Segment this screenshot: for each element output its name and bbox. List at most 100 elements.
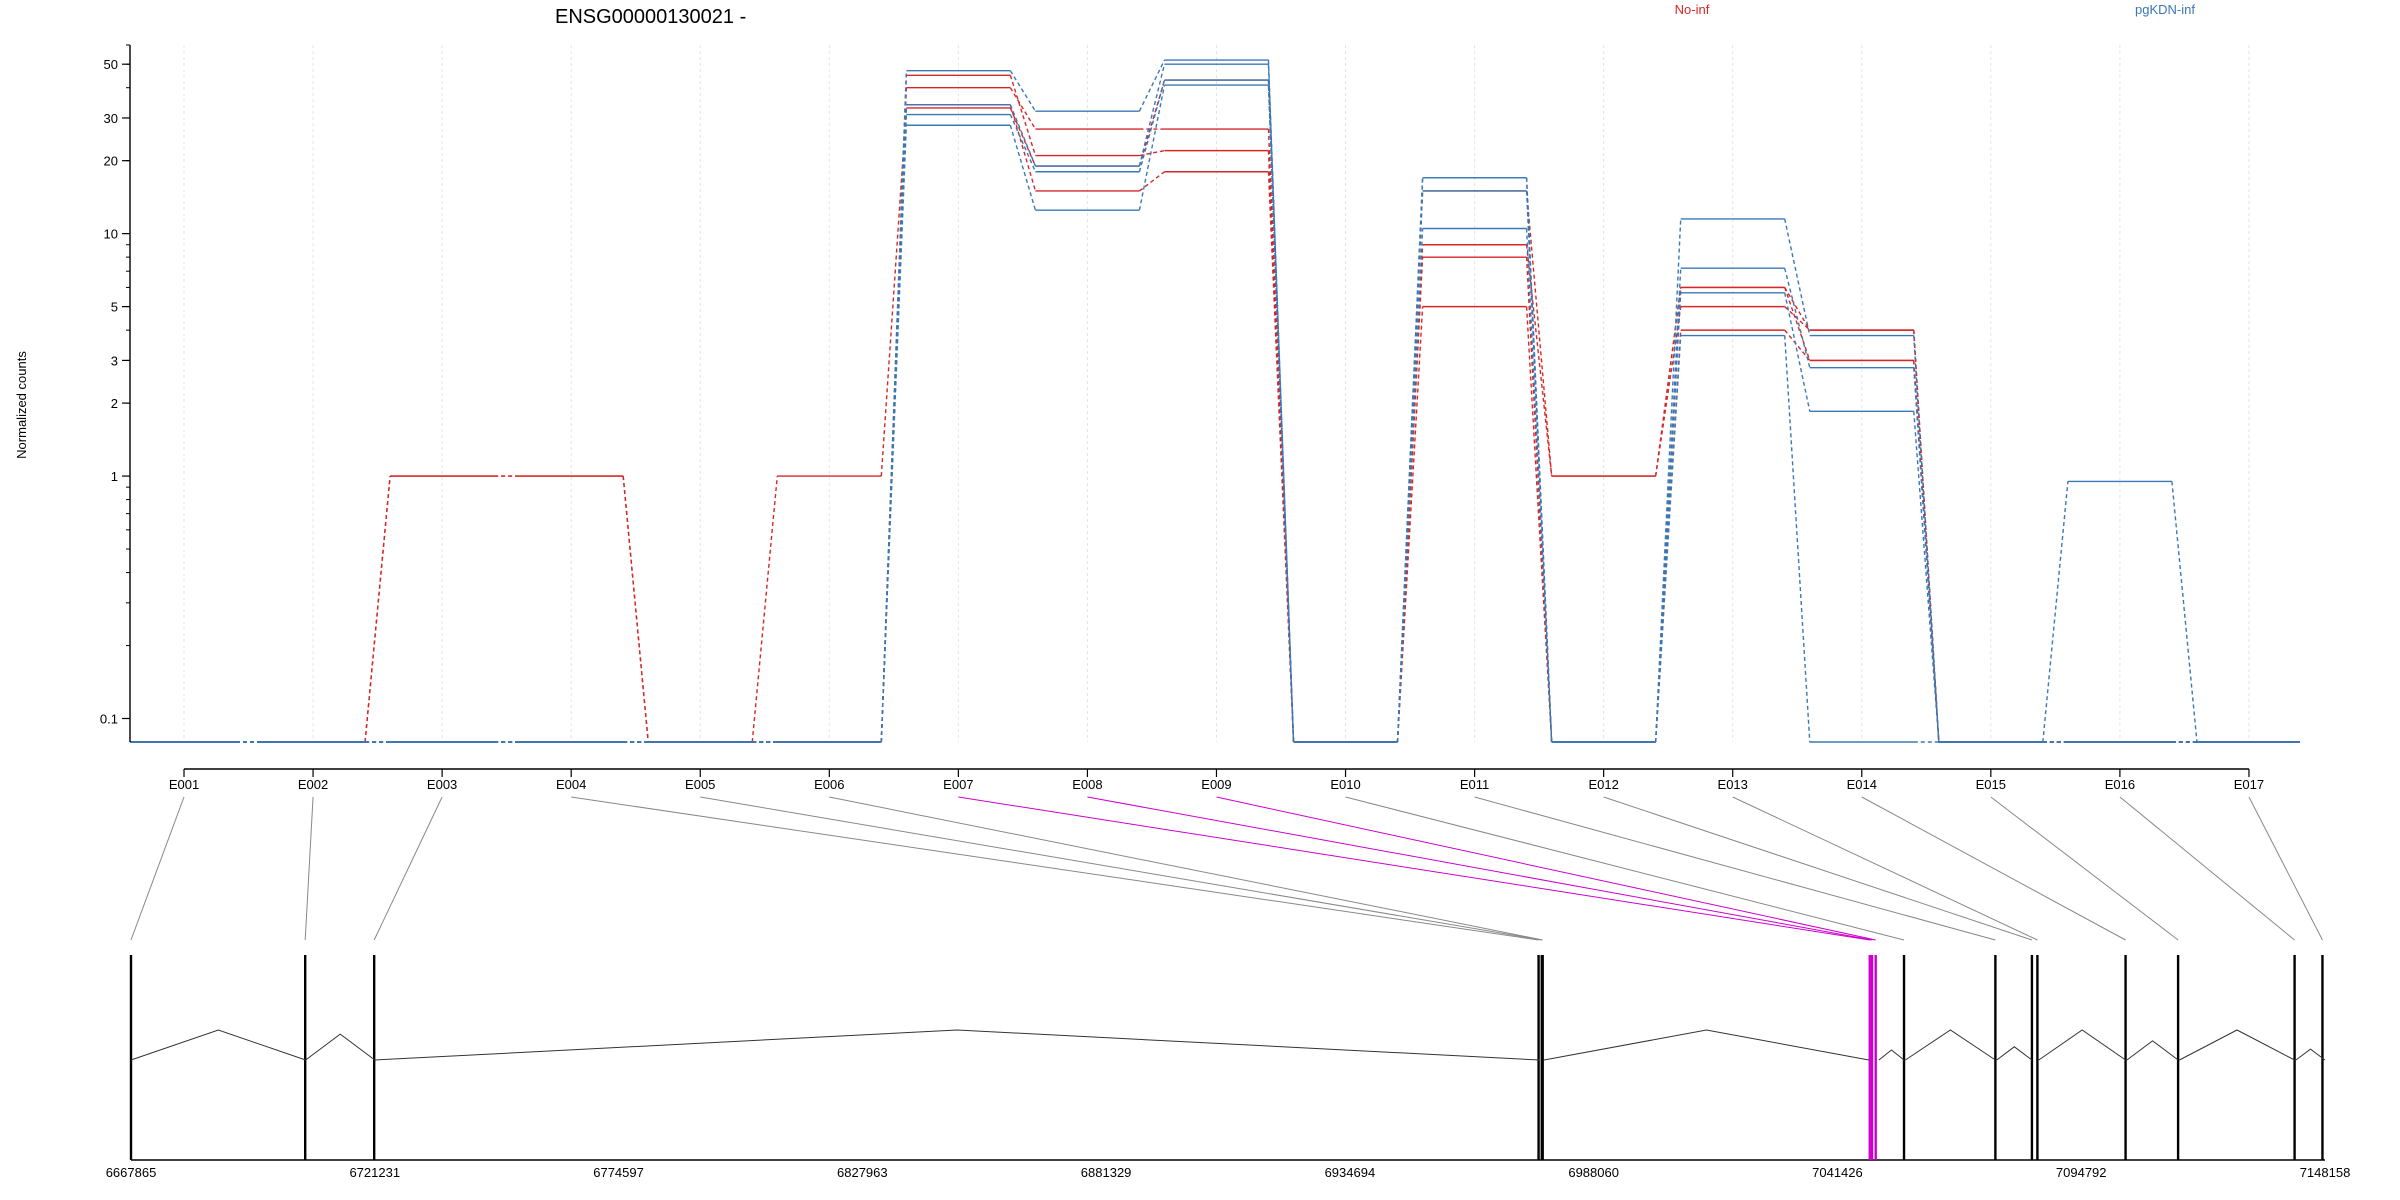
intron-junction — [2179, 1029, 2295, 1061]
series-connector — [1009, 70, 1037, 112]
series-connector — [1009, 114, 1037, 173]
exon-bar-e009 — [1874, 955, 1877, 1160]
gene-model-track: 6667865 6721231 6774597 6827963 6881329 69346… — [106, 955, 2351, 1180]
series-connector — [1784, 335, 1811, 743]
series-connector — [1139, 149, 1165, 157]
series-pgkdn-inf-7 — [130, 84, 2300, 743]
chart-title: ENSG00000130021 - — [555, 6, 746, 28]
x-tick-label-e006: E006 — [814, 777, 844, 792]
coordinate-tick-label: 6774597 — [593, 1165, 644, 1180]
series-connector — [880, 125, 908, 743]
series-connector — [1525, 228, 1553, 743]
connector-e016 — [2119, 796, 2295, 941]
series-connector — [1525, 306, 1553, 743]
series-connector — [1396, 190, 1424, 743]
coordinate-tick-label: 6988060 — [1568, 1165, 1619, 1180]
x-tick-label-e008: E008 — [1072, 777, 1102, 792]
series-connector — [1913, 335, 1940, 743]
coordinate-tick-label: 6827963 — [837, 1165, 888, 1180]
y-tick-label: 10 — [104, 227, 118, 242]
coordinate-tick-label: 7041426 — [1812, 1165, 1863, 1180]
y-tick-label: 50 — [104, 57, 118, 72]
x-tick-label-e007: E007 — [943, 777, 973, 792]
exon-bar-e003 — [372, 955, 376, 1160]
series-connector — [1009, 87, 1037, 130]
connector-e008 — [1087, 796, 1873, 941]
x-tick-label-e015: E015 — [1976, 777, 2006, 792]
connector-e001 — [130, 796, 185, 941]
exon-bar-e001 — [129, 955, 133, 1160]
series-connector — [2171, 481, 2198, 743]
y-tick-label: 0.1 — [100, 712, 118, 727]
series-connector — [1654, 335, 1682, 743]
series-no-inf-0 — [130, 79, 2300, 743]
x-tick-label-e011: E011 — [1460, 777, 1489, 792]
series-connector — [1267, 80, 1295, 743]
coordinate-tick-label: 6881329 — [1081, 1165, 1132, 1180]
coordinate-tick-label: 6667865 — [106, 1165, 157, 1180]
x-tick-label-e002: E002 — [298, 777, 328, 792]
connector-e014 — [1861, 796, 2126, 941]
x-tick-label-e017: E017 — [2234, 777, 2264, 792]
exon-bar-e011 — [1994, 955, 1997, 1160]
x-tick-label-e016: E016 — [2105, 777, 2135, 792]
connector-e011 — [1474, 796, 1996, 941]
x-tick-label-e009: E009 — [1201, 777, 1231, 792]
series-connector — [1138, 59, 1166, 112]
connector-e012 — [1603, 796, 2033, 941]
exon-bar-e007 — [1868, 955, 1871, 1160]
y-tick-label: 3 — [111, 353, 118, 368]
intron-junction — [374, 1029, 1540, 1061]
intron-junction — [1878, 1049, 1905, 1061]
intron-junction — [2038, 1029, 2126, 1061]
exon-bar-e004 — [1537, 955, 1540, 1160]
connector-e010 — [1345, 796, 1905, 941]
intron-junction — [305, 1033, 376, 1061]
exon-bar-e015 — [2176, 955, 2180, 1160]
series-connector — [1138, 64, 1166, 167]
x-tick-label-e004: E004 — [556, 777, 586, 792]
series-pgkdn-inf-6 — [130, 79, 2300, 743]
y-axis-label: Normalized counts — [14, 351, 29, 459]
series-pgkdn-inf-5 — [130, 63, 2300, 743]
plot-axes: 0.1 1 2 3 5 10 20 30 50 E001 E002 E003 E004 E005 E006 E… — [100, 44, 2264, 792]
x-tick-label-e012: E012 — [1588, 777, 1618, 792]
series-connector — [1138, 171, 1165, 192]
connector-e002 — [304, 796, 314, 941]
intron-junction — [1543, 1029, 1869, 1061]
series-connector — [364, 476, 391, 743]
x-tick-label-e013: E013 — [1718, 777, 1748, 792]
y-tick-label: 1 — [111, 469, 118, 484]
connector-e006 — [829, 796, 1543, 941]
series-connector — [1009, 125, 1037, 211]
intron-junction — [130, 1029, 306, 1061]
series-connector — [1525, 257, 1553, 743]
exon-bar-e010 — [1902, 955, 1906, 1160]
series-connector — [1525, 244, 1553, 477]
series-connector — [751, 476, 778, 743]
exon-bar-e012 — [2030, 955, 2034, 1160]
legend-no-inf: No-inf — [1675, 2, 1710, 17]
exon-bar-e014 — [2124, 955, 2127, 1160]
legend-pgkdn-inf: pgKDN-inf — [2135, 2, 2195, 17]
y-tick-label: 5 — [111, 300, 118, 315]
series-connector — [1525, 190, 1553, 743]
coordinate-tick-label: 7148158 — [2300, 1165, 2351, 1180]
exon-bar-e008 — [1870, 955, 1874, 1160]
series-connector — [1138, 84, 1166, 211]
connector-e004 — [571, 796, 1539, 941]
series-connector — [1654, 292, 1682, 743]
y-tick-label: 20 — [104, 154, 118, 169]
x-tick-label-e010: E010 — [1330, 777, 1360, 792]
connector-e007 — [958, 796, 1870, 941]
series-connector — [1009, 107, 1037, 167]
series-connector — [1784, 268, 1811, 368]
series-pgkdn-inf-4 — [130, 59, 2300, 743]
series-connector — [1784, 329, 1811, 361]
series-connector — [880, 107, 908, 477]
coordinate-tick-label: 7094792 — [2056, 1165, 2107, 1180]
series-connector — [1009, 104, 1037, 192]
series-connector — [1784, 218, 1811, 336]
series-connector — [1784, 292, 1811, 412]
